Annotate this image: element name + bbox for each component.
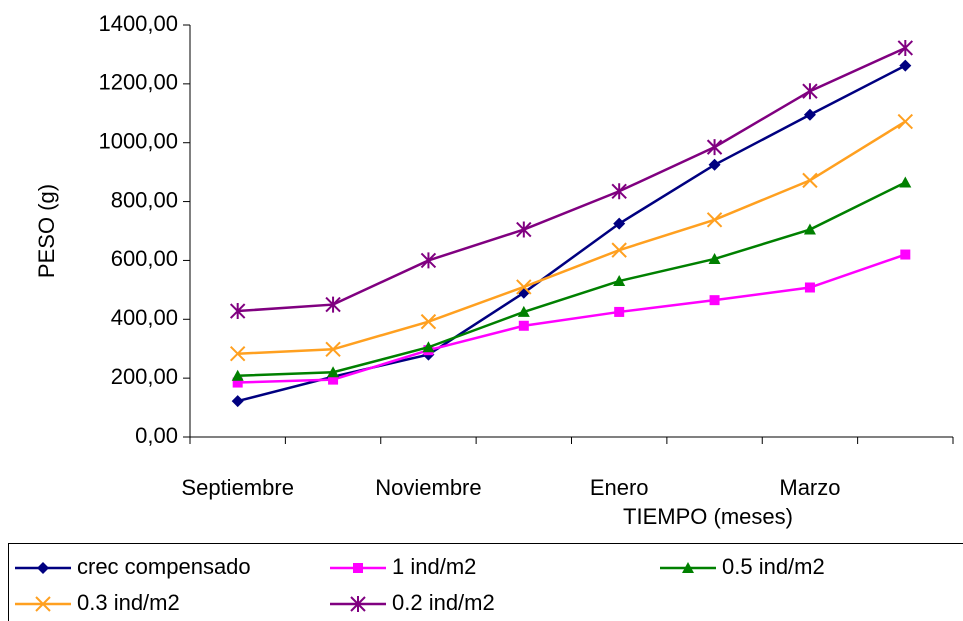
y-tick-label: 1400,00 <box>98 11 178 36</box>
data-point <box>804 282 815 293</box>
y-axis-title: PESO (g) <box>34 184 59 278</box>
data-point <box>231 369 244 381</box>
data-point <box>518 320 529 331</box>
data-point <box>231 395 244 408</box>
data-point <box>325 341 341 358</box>
legend-label: 0.2 ind/m2 <box>392 590 495 615</box>
x-tick-label: Noviembre <box>375 475 481 500</box>
legend-label: crec compensado <box>77 554 251 579</box>
data-point <box>516 221 532 238</box>
data-point <box>897 113 914 130</box>
legend-marker <box>35 596 51 612</box>
legend-label: 0.5 ind/m2 <box>722 554 825 579</box>
data-point <box>706 212 723 228</box>
data-point <box>327 366 340 378</box>
legend-marker <box>350 596 366 612</box>
data-point <box>420 252 437 269</box>
legend-box <box>8 543 963 621</box>
series-line <box>237 120 906 355</box>
data-point <box>422 341 435 353</box>
x-axis-title: TIEMPO (meses) <box>623 504 793 529</box>
y-tick-label: 1200,00 <box>98 70 178 95</box>
data-point <box>611 183 627 200</box>
y-tick-label: 0,00 <box>135 423 178 448</box>
data-point <box>614 306 625 317</box>
legend-marker <box>37 562 49 574</box>
data-point <box>899 59 912 72</box>
y-tick-label: 800,00 <box>111 187 178 212</box>
series-line <box>237 181 906 378</box>
data-point <box>613 275 626 287</box>
legend-marker <box>682 562 694 573</box>
y-tick-label: 1000,00 <box>98 129 178 154</box>
data-point <box>708 252 721 264</box>
data-point <box>706 139 723 156</box>
x-tick-label: Enero <box>590 475 649 500</box>
data-point <box>232 377 243 388</box>
data-point <box>325 296 341 313</box>
data-point <box>516 279 532 295</box>
data-point <box>328 374 339 385</box>
data-point <box>611 242 627 258</box>
x-tick-label: Marzo <box>779 475 840 500</box>
data-point <box>803 223 816 235</box>
series-line <box>237 253 906 384</box>
y-tick-label: 400,00 <box>111 305 178 330</box>
data-point <box>708 158 721 171</box>
data-point <box>802 172 818 189</box>
data-point <box>900 249 911 260</box>
legend-label: 1 ind/m2 <box>392 554 476 579</box>
data-point <box>613 217 626 230</box>
data-point <box>229 346 246 362</box>
series-line <box>237 64 906 403</box>
legend-marker <box>353 563 363 573</box>
y-tick-label: 600,00 <box>111 246 178 271</box>
data-point <box>709 295 720 306</box>
legend-label: 0.3 ind/m2 <box>77 590 180 615</box>
data-point <box>897 39 914 56</box>
data-point <box>229 303 246 320</box>
data-point <box>420 313 437 330</box>
y-tick-label: 200,00 <box>111 364 178 389</box>
data-point <box>803 108 816 121</box>
data-point <box>802 83 818 100</box>
series-line <box>237 46 906 313</box>
data-point <box>899 176 912 188</box>
data-point <box>517 305 530 317</box>
x-tick-label: Septiembre <box>181 475 294 500</box>
